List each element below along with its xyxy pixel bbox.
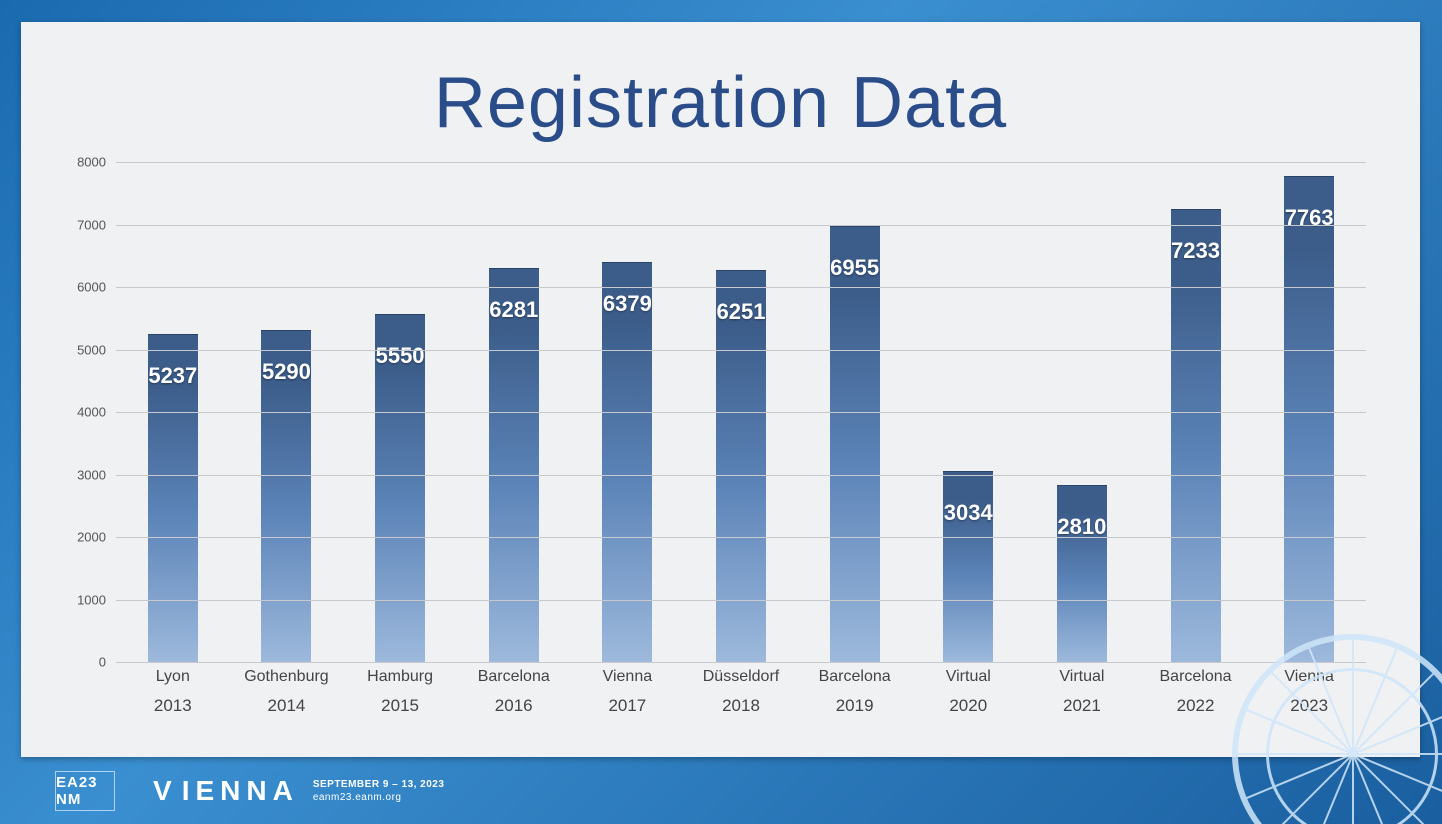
chart-xtick-city: Hamburg [340,668,460,686]
chart-xtick-label: Vienna 2023 [1249,668,1369,716]
chart-bar-value: 7763 [1284,205,1334,231]
page-background: Registration Data 5237 5290 5550 6281 6379 62… [0,0,1442,824]
footer-dates: SEPTEMBER 9 – 13, 2023 [313,778,445,791]
chart-gridline [116,662,1366,663]
chart-bar-value: 6955 [830,255,880,281]
chart-bar: 7763 [1284,176,1334,662]
slide-footer: EA23 NM VIENNA SEPTEMBER 9 – 13, 2023 ea… [0,757,1442,824]
chart-xtick-city: Vienna [567,668,687,686]
chart-ytick-label: 6000 [56,280,106,295]
chart-xtick-label: Gothenburg 2014 [226,668,346,716]
chart-bar: 5237 [148,334,198,662]
chart-gridline [116,287,1366,288]
chart-xtick-label: Barcelona 2016 [454,668,574,716]
footer-city: VIENNA [153,775,299,807]
chart-xtick-city: Barcelona [795,668,915,686]
chart-gridline [116,350,1366,351]
chart-plot-area: 5237 5290 5550 6281 6379 6251 6955 3034 2810 7233… [116,162,1366,662]
chart-gridline [116,600,1366,601]
logo-text: EA23 NM [56,774,114,808]
chart-xtick-label: Lyon 2013 [113,668,233,716]
chart-ytick-label: 8000 [56,155,106,170]
eanm-logo: EA23 NM [55,771,115,811]
chart-ytick-label: 3000 [56,467,106,482]
chart-xtick-year: 2023 [1249,696,1369,716]
chart-bar-value: 3034 [943,500,993,526]
chart-bar: 2810 [1057,485,1107,662]
chart-bar: 6955 [830,226,880,662]
chart-xtick-year: 2017 [567,696,687,716]
chart-bar-value: 7233 [1171,238,1221,264]
chart-gridline [116,537,1366,538]
chart-xtick-year: 2013 [113,696,233,716]
chart-xtick-city: Düsseldorf [681,668,801,686]
chart-ytick-label: 4000 [56,405,106,420]
chart-xtick-year: 2016 [454,696,574,716]
chart-bar: 5290 [261,330,311,662]
chart-bar-value: 5550 [375,343,425,369]
chart-xtick-year: 2014 [226,696,346,716]
chart-xtick-label: Barcelona 2022 [1136,668,1256,716]
chart-bar-value: 6251 [716,299,766,325]
footer-city-v: V [153,775,178,807]
chart-xtick-city: Virtual [908,668,1028,686]
chart-ytick-label: 5000 [56,342,106,357]
chart-bar-value: 6281 [489,297,539,323]
chart-ytick-label: 7000 [56,217,106,232]
footer-url: eanm23.eanm.org [313,791,445,804]
chart-xtick-label: Virtual 2021 [1022,668,1142,716]
chart-xtick-year: 2021 [1022,696,1142,716]
chart-bar: 3034 [943,471,993,662]
slide-title: Registration Data [21,62,1420,144]
chart-xtick-city: Lyon [113,668,233,686]
chart-bar: 5550 [375,314,425,662]
chart-bar: 6379 [602,262,652,662]
chart-xtick-year: 2018 [681,696,801,716]
chart-bar: 6281 [489,268,539,662]
footer-subtext: SEPTEMBER 9 – 13, 2023 eanm23.eanm.org [313,778,445,804]
chart-xtick-year: 2015 [340,696,460,716]
slide-panel: Registration Data 5237 5290 5550 6281 6379 62… [21,22,1420,757]
chart-xtick-city: Barcelona [1136,668,1256,686]
chart-xtick-year: 2022 [1136,696,1256,716]
chart-gridline [116,225,1366,226]
chart-xtick-city: Virtual [1022,668,1142,686]
registration-bar-chart: 5237 5290 5550 6281 6379 6251 6955 3034 2810 7233… [56,162,1386,742]
chart-xtick-label: Barcelona 2019 [795,668,915,716]
chart-xtick-label: Vienna 2017 [567,668,687,716]
chart-ytick-label: 1000 [56,592,106,607]
chart-xtick-label: Virtual 2020 [908,668,1028,716]
chart-gridline [116,475,1366,476]
chart-xtick-label: Hamburg 2015 [340,668,460,716]
chart-ytick-label: 2000 [56,530,106,545]
chart-xtick-year: 2019 [795,696,915,716]
chart-ytick-label: 0 [56,655,106,670]
chart-xtick-year: 2020 [908,696,1028,716]
chart-bar-value: 6379 [602,291,652,317]
chart-bar: 6251 [716,270,766,662]
chart-xtick-label: Düsseldorf 2018 [681,668,801,716]
chart-gridline [116,162,1366,163]
chart-xtick-city: Gothenburg [226,668,346,686]
chart-xtick-city: Vienna [1249,668,1369,686]
chart-bar-value: 5290 [261,359,311,385]
chart-xtick-city: Barcelona [454,668,574,686]
footer-city-rest: IENNA [182,775,299,807]
chart-bar: 7233 [1171,209,1221,662]
chart-bar-value: 5237 [148,363,198,389]
chart-gridline [116,412,1366,413]
